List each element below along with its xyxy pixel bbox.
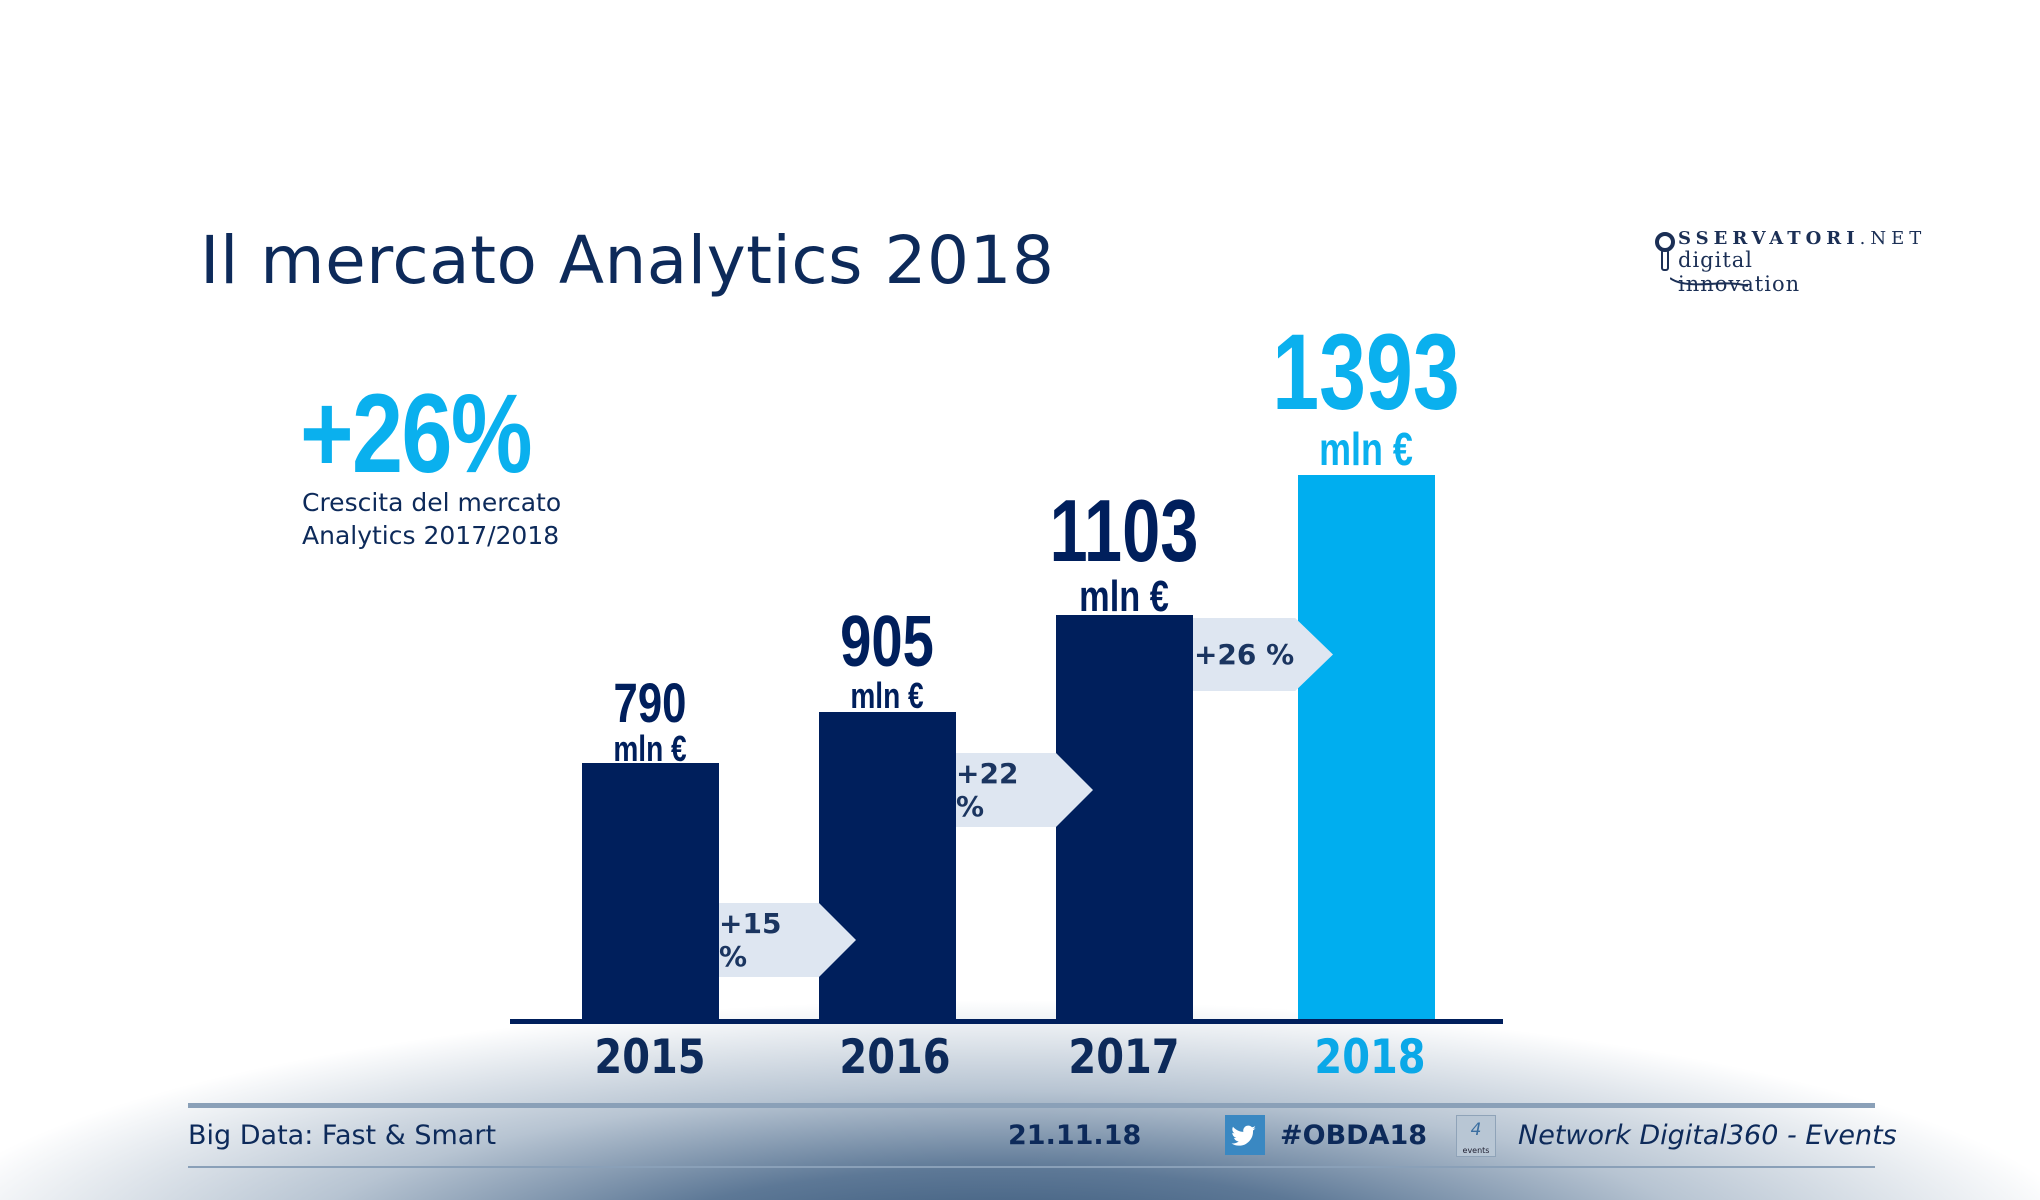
footer-event-name: Big Data: Fast & Smart [188,1120,497,1151]
footer-hashtag: #OBDA18 [1280,1120,1428,1151]
kpi-description: Crescita del mercato Analytics 2017/2018 [302,488,562,550]
footer-network: Network Digital360 - Events [1518,1120,1897,1151]
bar-2015 [582,763,719,1021]
footer-date: 21.11.18 [1008,1120,1142,1151]
kpi-growth-value: +26% [300,371,533,496]
x-label-2018: 2018 [1314,1030,1426,1085]
logo-swoosh-icon [1670,277,1749,287]
x-label-2015: 2015 [594,1030,706,1085]
bar-2016 [819,712,956,1021]
x-label-2017: 2017 [1068,1030,1180,1085]
twitter-icon [1225,1115,1265,1155]
bar-label-2017: 1103 mln € [1049,481,1199,621]
bar-2018 [1298,475,1435,1021]
footer-divider-top [188,1103,1875,1108]
bar-label-2016: 905 mln € [840,602,934,716]
logo-line2: digital innovation [1678,248,1801,296]
magnifier-pin-icon [1655,232,1675,271]
x-label-2016: 2016 [839,1030,951,1085]
bar-label-2018: 1393 mln € [1272,311,1460,475]
page-title: Il mercato Analytics 2018 [200,222,1055,299]
logo-line1: SSERVATORI.NET [1678,228,1927,249]
osservatori-logo: SSERVATORI.NET digital innovation [1650,228,1921,298]
x-axis-baseline [510,1019,1503,1024]
bar-2017 [1056,615,1193,1021]
bar-label-2015: 790 mln € [613,671,687,769]
footer-divider-bottom [188,1166,1875,1168]
events-calendar-icon: 4 events [1456,1115,1496,1157]
